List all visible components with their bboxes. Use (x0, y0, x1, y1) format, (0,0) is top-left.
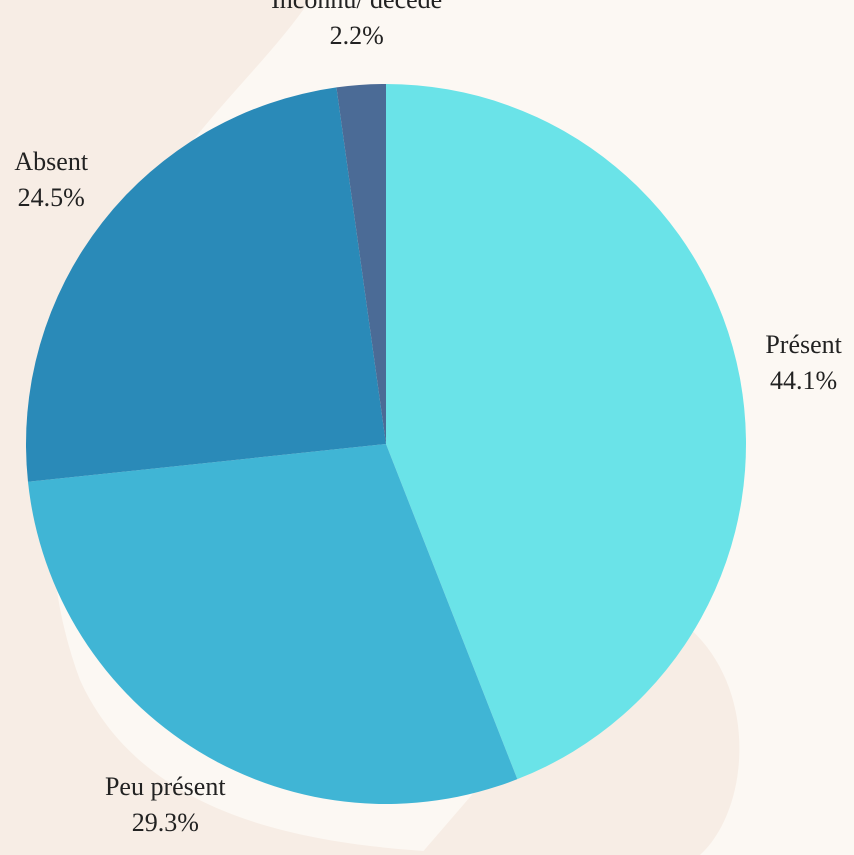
slice-value: 2.2% (330, 21, 384, 50)
slice-value: 24.5% (18, 183, 85, 212)
slice-value: 29.3% (132, 808, 199, 837)
slice-label: Présent (765, 330, 842, 359)
pie (25, 84, 747, 804)
slice-label: Absent (14, 147, 88, 176)
slice-label: Peu présent (105, 772, 226, 801)
pie-slice (25, 87, 386, 482)
pie-slice (336, 84, 386, 444)
background-blob (0, 0, 600, 855)
slice-label: Inconnu/ décédé (271, 0, 442, 14)
pie-slice (386, 84, 747, 780)
pie-slice (27, 444, 518, 804)
labels: Présent 44.1% Peu présent 29.3% Absent 24.5% I… (14, 0, 842, 837)
slice-value: 44.1% (770, 366, 837, 395)
